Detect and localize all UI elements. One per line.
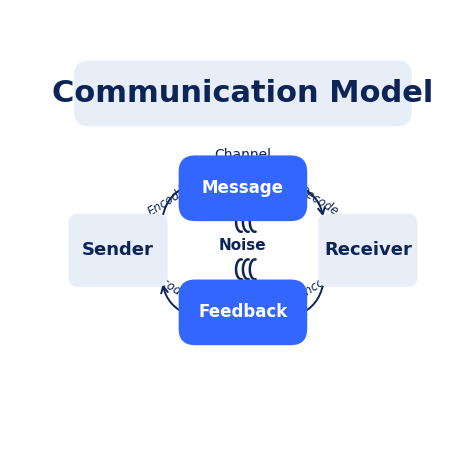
Text: Encode: Encode [146,184,190,218]
Text: Decode: Decode [145,268,190,302]
FancyBboxPatch shape [68,214,168,287]
Text: Message: Message [202,179,284,197]
Text: Communication Model: Communication Model [52,79,434,108]
Text: Receiver: Receiver [324,241,412,259]
Text: Channel: Channel [214,148,272,163]
Text: Sender: Sender [82,241,154,259]
FancyBboxPatch shape [318,214,418,287]
FancyBboxPatch shape [179,280,307,345]
Text: Noise: Noise [219,238,267,253]
Text: Decode: Decode [296,184,341,219]
Text: Feedback: Feedback [198,303,288,321]
Text: Encode: Encode [296,268,340,302]
FancyBboxPatch shape [74,61,412,126]
FancyBboxPatch shape [179,155,307,221]
